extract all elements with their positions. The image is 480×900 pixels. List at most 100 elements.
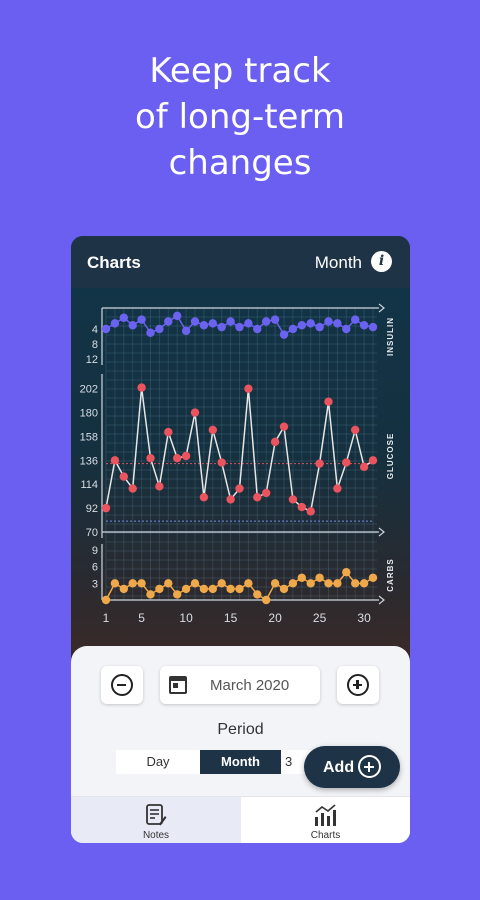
data-point [235, 484, 244, 493]
data-point [208, 584, 217, 594]
data-point [173, 590, 182, 599]
y-axis-title: CARBS [386, 558, 395, 591]
data-point [173, 453, 182, 463]
notes-icon [146, 804, 167, 826]
data-point [137, 315, 146, 324]
period-heading: Period [217, 721, 264, 738]
data-point [315, 573, 324, 582]
data-point [333, 319, 342, 328]
data-point [342, 458, 351, 467]
data-point [368, 573, 378, 582]
data-point [101, 503, 111, 513]
data-point [270, 437, 280, 447]
x-tick-label: 20 [268, 611, 282, 625]
data-point [155, 584, 164, 594]
y-tick-label: 9 [92, 545, 98, 557]
add-button-label: Add [323, 759, 355, 776]
app-screen: Charts Month i 4 8 12 INSULIN 70 92 114 136 158 1… [71, 236, 410, 843]
data-point [324, 579, 333, 588]
x-tick-label: 15 [224, 611, 238, 625]
data-point [128, 484, 137, 493]
period-label[interactable]: Month [314, 253, 362, 272]
data-point [368, 456, 378, 465]
data-point [164, 579, 173, 588]
y-tick-label: 12 [86, 354, 98, 366]
x-tick-label: 1 [103, 611, 110, 625]
tab-charts-label: Charts [310, 830, 341, 841]
charts-area: 4 8 12 INSULIN 70 92 114 136 158 180 202 GLUCOSE 3 6 9… [71, 288, 410, 658]
period-option-day[interactable]: Day [116, 750, 200, 774]
data-point [306, 507, 315, 516]
calendar-icon [169, 676, 187, 694]
data-point [226, 317, 235, 326]
data-point [351, 579, 360, 588]
y-tick-label: 92 [86, 503, 98, 515]
data-point [119, 472, 128, 481]
data-point [155, 482, 164, 491]
data-point [279, 584, 289, 594]
data-point [359, 321, 369, 330]
y-tick-label: 136 [80, 455, 98, 467]
data-point [146, 590, 155, 599]
data-point [199, 321, 209, 330]
data-point [226, 495, 235, 504]
date-picker[interactable]: March 2020 [160, 666, 320, 704]
tab-notes[interactable]: Notes [71, 797, 241, 843]
axis-arrow [378, 303, 385, 313]
info-icon[interactable]: i [371, 251, 392, 272]
data-point [351, 315, 360, 324]
data-point [128, 321, 137, 330]
promo-headline: Keep track of long-term changes [0, 48, 480, 186]
period-option-month[interactable]: Month [200, 750, 281, 774]
axis-arrow [378, 527, 385, 537]
current-date: March 2020 [210, 677, 290, 694]
data-point [164, 427, 173, 437]
data-point [315, 322, 324, 332]
previous-period-button[interactable] [101, 666, 143, 704]
data-point [244, 319, 253, 328]
data-point [262, 595, 271, 605]
promo-line-1: Keep track [149, 51, 331, 91]
data-point [119, 313, 128, 322]
y-tick-label: 180 [80, 408, 98, 420]
axis-arrow [378, 595, 385, 605]
promo-line-2: of long-term [135, 97, 345, 137]
data-point [315, 459, 324, 468]
tab-notes-label: Notes [142, 830, 170, 841]
data-point [217, 579, 226, 588]
tab-charts[interactable]: Charts [241, 797, 410, 843]
data-point [137, 579, 146, 588]
data-point [333, 484, 342, 493]
y-tick-label: 70 [86, 527, 98, 539]
data-point [306, 579, 315, 588]
data-point [288, 495, 298, 504]
app-header: Charts Month i [71, 236, 410, 288]
add-button[interactable]: Add [304, 746, 400, 788]
charts-icon [314, 804, 336, 826]
y-axis-title: INSULIN [386, 317, 395, 356]
data-point [119, 584, 128, 594]
y-tick-label: 158 [80, 431, 98, 443]
charts-svg: 4 8 12 INSULIN 70 92 114 136 158 180 202 GLUCOSE 3 6 9… [80, 303, 395, 625]
y-tick-label: 4 [92, 324, 98, 336]
data-point [101, 595, 111, 605]
next-period-button[interactable] [337, 666, 379, 704]
data-point [146, 453, 155, 463]
data-point [217, 458, 226, 467]
data-point [279, 422, 289, 431]
data-point [173, 311, 182, 321]
data-point [297, 573, 306, 582]
data-point [181, 326, 191, 336]
data-point [351, 425, 360, 435]
data-point [288, 324, 298, 334]
data-point [190, 317, 200, 326]
data-point [342, 324, 351, 334]
y-tick-label: 3 [92, 578, 98, 590]
data-point [190, 579, 200, 588]
x-tick-label: 25 [313, 611, 327, 625]
data-point [164, 317, 173, 326]
data-point [359, 462, 369, 472]
y-tick-label: 202 [80, 384, 98, 396]
data-point [110, 579, 120, 588]
data-point [279, 330, 289, 339]
